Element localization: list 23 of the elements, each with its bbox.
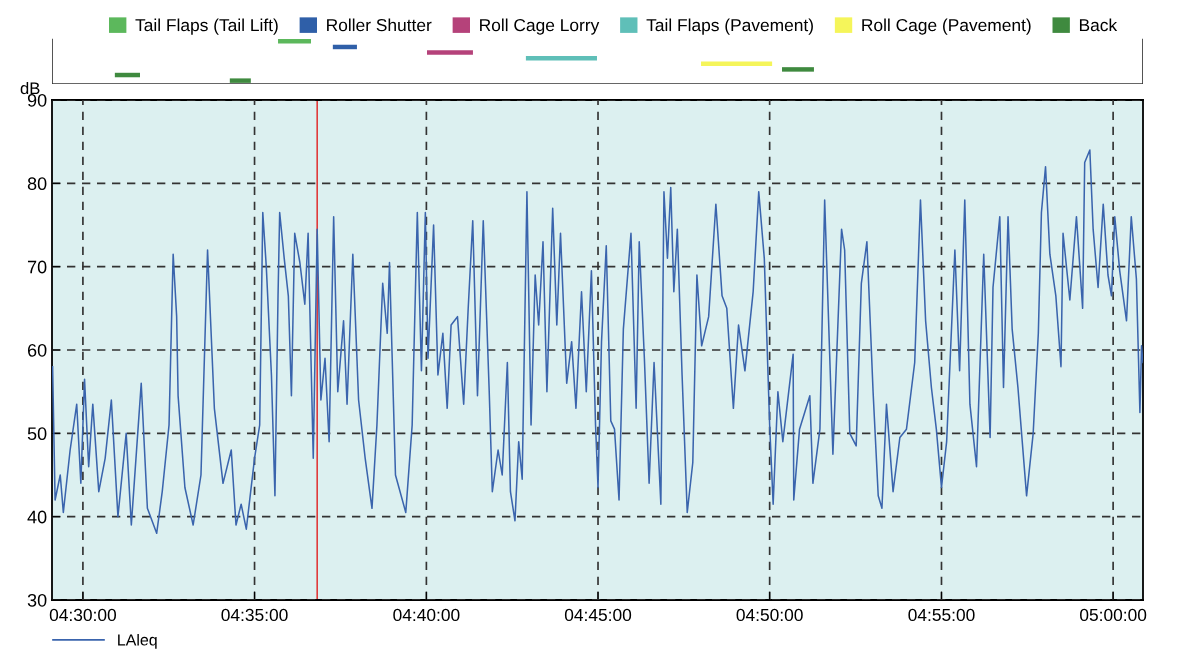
legend-label: Tail Flaps (Tail Lift) [135,18,278,35]
legend-label: Roll Cage (Pavement) [862,18,1031,35]
x-tick-label: 04:55:00 [908,608,975,622]
legend-label: Back [1079,18,1118,32]
x-tick-label: 04:45:00 [564,608,632,622]
y-tick-label: 40 [27,510,47,524]
legend-label: Roll Cage Lorry [480,18,600,35]
y-tick-label: 60 [27,343,47,357]
x-tick-label: 04:35:00 [221,608,288,622]
legend-label: Roller Shutter [327,18,432,32]
x-tick-label: 05:00:00 [1080,608,1147,622]
x-tick-label: 04:50:00 [736,608,803,622]
y-tick-label: 70 [27,260,47,274]
y-tick-label: 30 [27,593,47,607]
y-tick-label: 80 [27,177,47,191]
legend-label: LAleq [118,633,157,649]
legend-label: Tail Flaps (Pavement) [646,18,813,35]
y-tick-label: 50 [27,427,47,441]
y-tick-label: 90 [27,93,47,107]
y-axis-title: dB [20,81,40,95]
x-tick-label: 04:40:00 [393,608,460,622]
x-tick-label: 04:30:00 [49,608,117,622]
line-series [52,149,1143,535]
